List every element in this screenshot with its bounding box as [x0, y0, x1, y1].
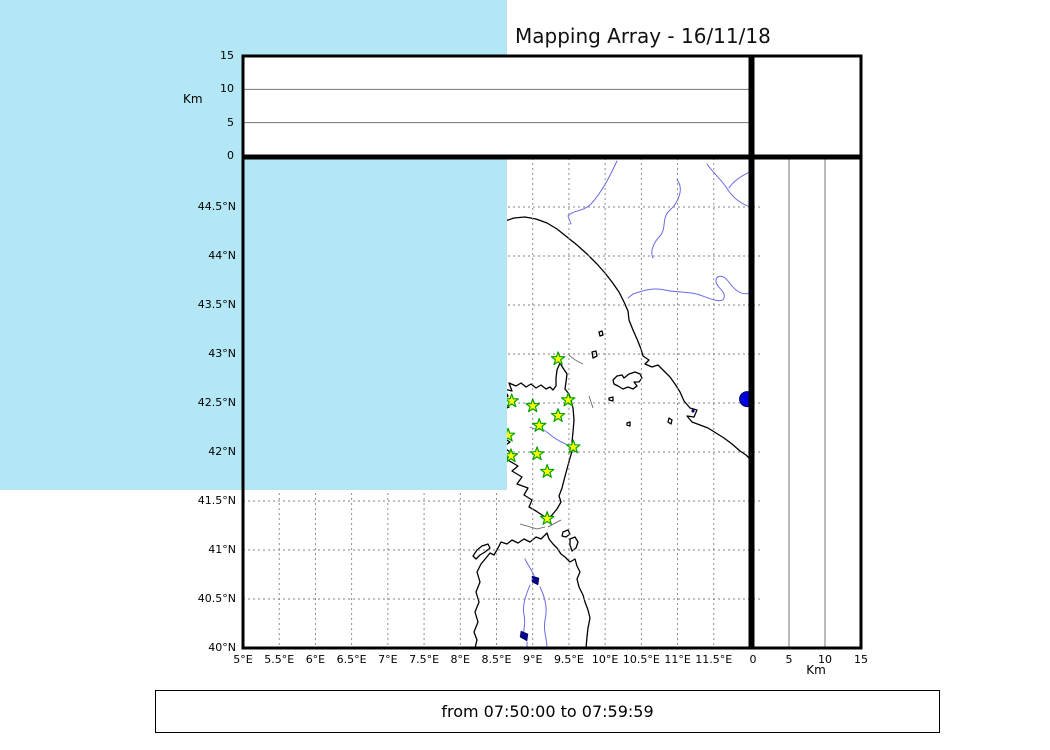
alt-tick-label-top: 5 [227, 115, 234, 129]
altitude-longitude-panel [243, 56, 750, 156]
coast-detail-line [588, 395, 594, 409]
station-star-icon [531, 417, 547, 432]
time-range-text: from 07:50:00 to 07:59:59 [441, 702, 654, 721]
alt-tick-label-right: 10 [818, 653, 832, 666]
coastline-landmass [626, 421, 631, 427]
coastline-landmass [612, 371, 643, 390]
station-star-icon [539, 464, 555, 478]
river-line [706, 163, 750, 208]
alt-tick-label-right: 15 [854, 653, 868, 666]
lake-shape [519, 630, 529, 642]
lon-tick-label: 6°E [305, 653, 326, 666]
river-line [567, 160, 618, 225]
river-line [627, 275, 750, 302]
lightning-source-dot [739, 391, 750, 408]
coastline-landmass [667, 417, 673, 425]
alt-tick-label-top: 0 [227, 149, 234, 162]
coastline-landmass [608, 396, 614, 402]
coast-detail-line [567, 353, 584, 365]
lon-tick-label: 11°E [664, 653, 691, 666]
river-line [523, 584, 531, 634]
lon-tick-label: 8.5°E [481, 653, 512, 666]
altitude-unit-label-right: Km [806, 663, 826, 677]
lagoon-dot [691, 409, 695, 413]
station-star-icon [550, 408, 566, 422]
coast-detail-line [547, 519, 562, 528]
lon-tick-label: 11.5°E [695, 653, 733, 666]
panel-frame [241, 156, 752, 650]
lon-tick-label: 6.5°E [336, 653, 367, 666]
station-star-icon [550, 351, 566, 366]
lat-tick-label: 41°N [208, 543, 236, 556]
lat-tick-label: 41.5°N [197, 494, 236, 507]
lon-tick-label: 10.5°E [622, 653, 660, 666]
lon-tick-label: 8°E [450, 653, 470, 666]
river-line [651, 179, 681, 259]
lat-tick-label: 43°N [208, 347, 236, 360]
alt-tick-label-right: 0 [749, 653, 757, 666]
river-line [728, 171, 750, 189]
coastline-landmass [569, 536, 579, 552]
lat-tick-label: 42.5°N [197, 396, 236, 409]
coastline-landmass [561, 529, 571, 538]
lat-tick-label: 40.5°N [197, 592, 236, 605]
lat-tick-label: 44°N [208, 249, 236, 262]
station-star-icon [566, 439, 581, 454]
coastline-landmass [473, 532, 591, 648]
lon-tick-label: 7.5°E [409, 653, 440, 666]
lon-tick-label: 9.5°E [553, 653, 584, 666]
lon-tick-label: 9°E [522, 653, 543, 666]
alt-tick-label-top: 15 [220, 49, 234, 62]
station-star-icon [560, 392, 576, 407]
station-star-icon [539, 511, 555, 525]
panel-frame [751, 156, 863, 650]
alt-tick-label-right: 5 [785, 653, 793, 666]
lon-tick-label: 5°E [233, 653, 253, 666]
altitude-latitude-panel [753, 158, 861, 648]
lon-tick-label: 5.5°E [264, 653, 295, 666]
station-star-icon [529, 446, 545, 461]
coastline-landmass [591, 350, 598, 359]
coastline-landmass [598, 330, 604, 337]
panel-frame [241, 54, 752, 158]
coast-detail-line [519, 523, 546, 530]
panel-frame [751, 54, 863, 158]
lake-shape [531, 575, 540, 586]
coastline-landmass [472, 543, 491, 560]
lat-tick-label: 43.5°N [197, 298, 236, 311]
river-line [539, 586, 548, 648]
station-star-icon [525, 398, 540, 413]
altitude-unit-label-top: Km [183, 92, 203, 106]
lat-tick-label: 42°N [208, 445, 236, 458]
lat-tick-label: 40°N [208, 641, 236, 654]
lat-tick-label: 44.5°N [197, 200, 236, 213]
lon-tick-label: 7°E [378, 653, 398, 666]
time-range-box: from 07:50:00 to 07:59:59 [155, 690, 940, 733]
lon-tick-label: 10°E [591, 653, 619, 666]
alt-tick-label-top: 10 [220, 82, 234, 96]
coastline-landmass [497, 362, 575, 520]
corner-panel [753, 56, 861, 156]
